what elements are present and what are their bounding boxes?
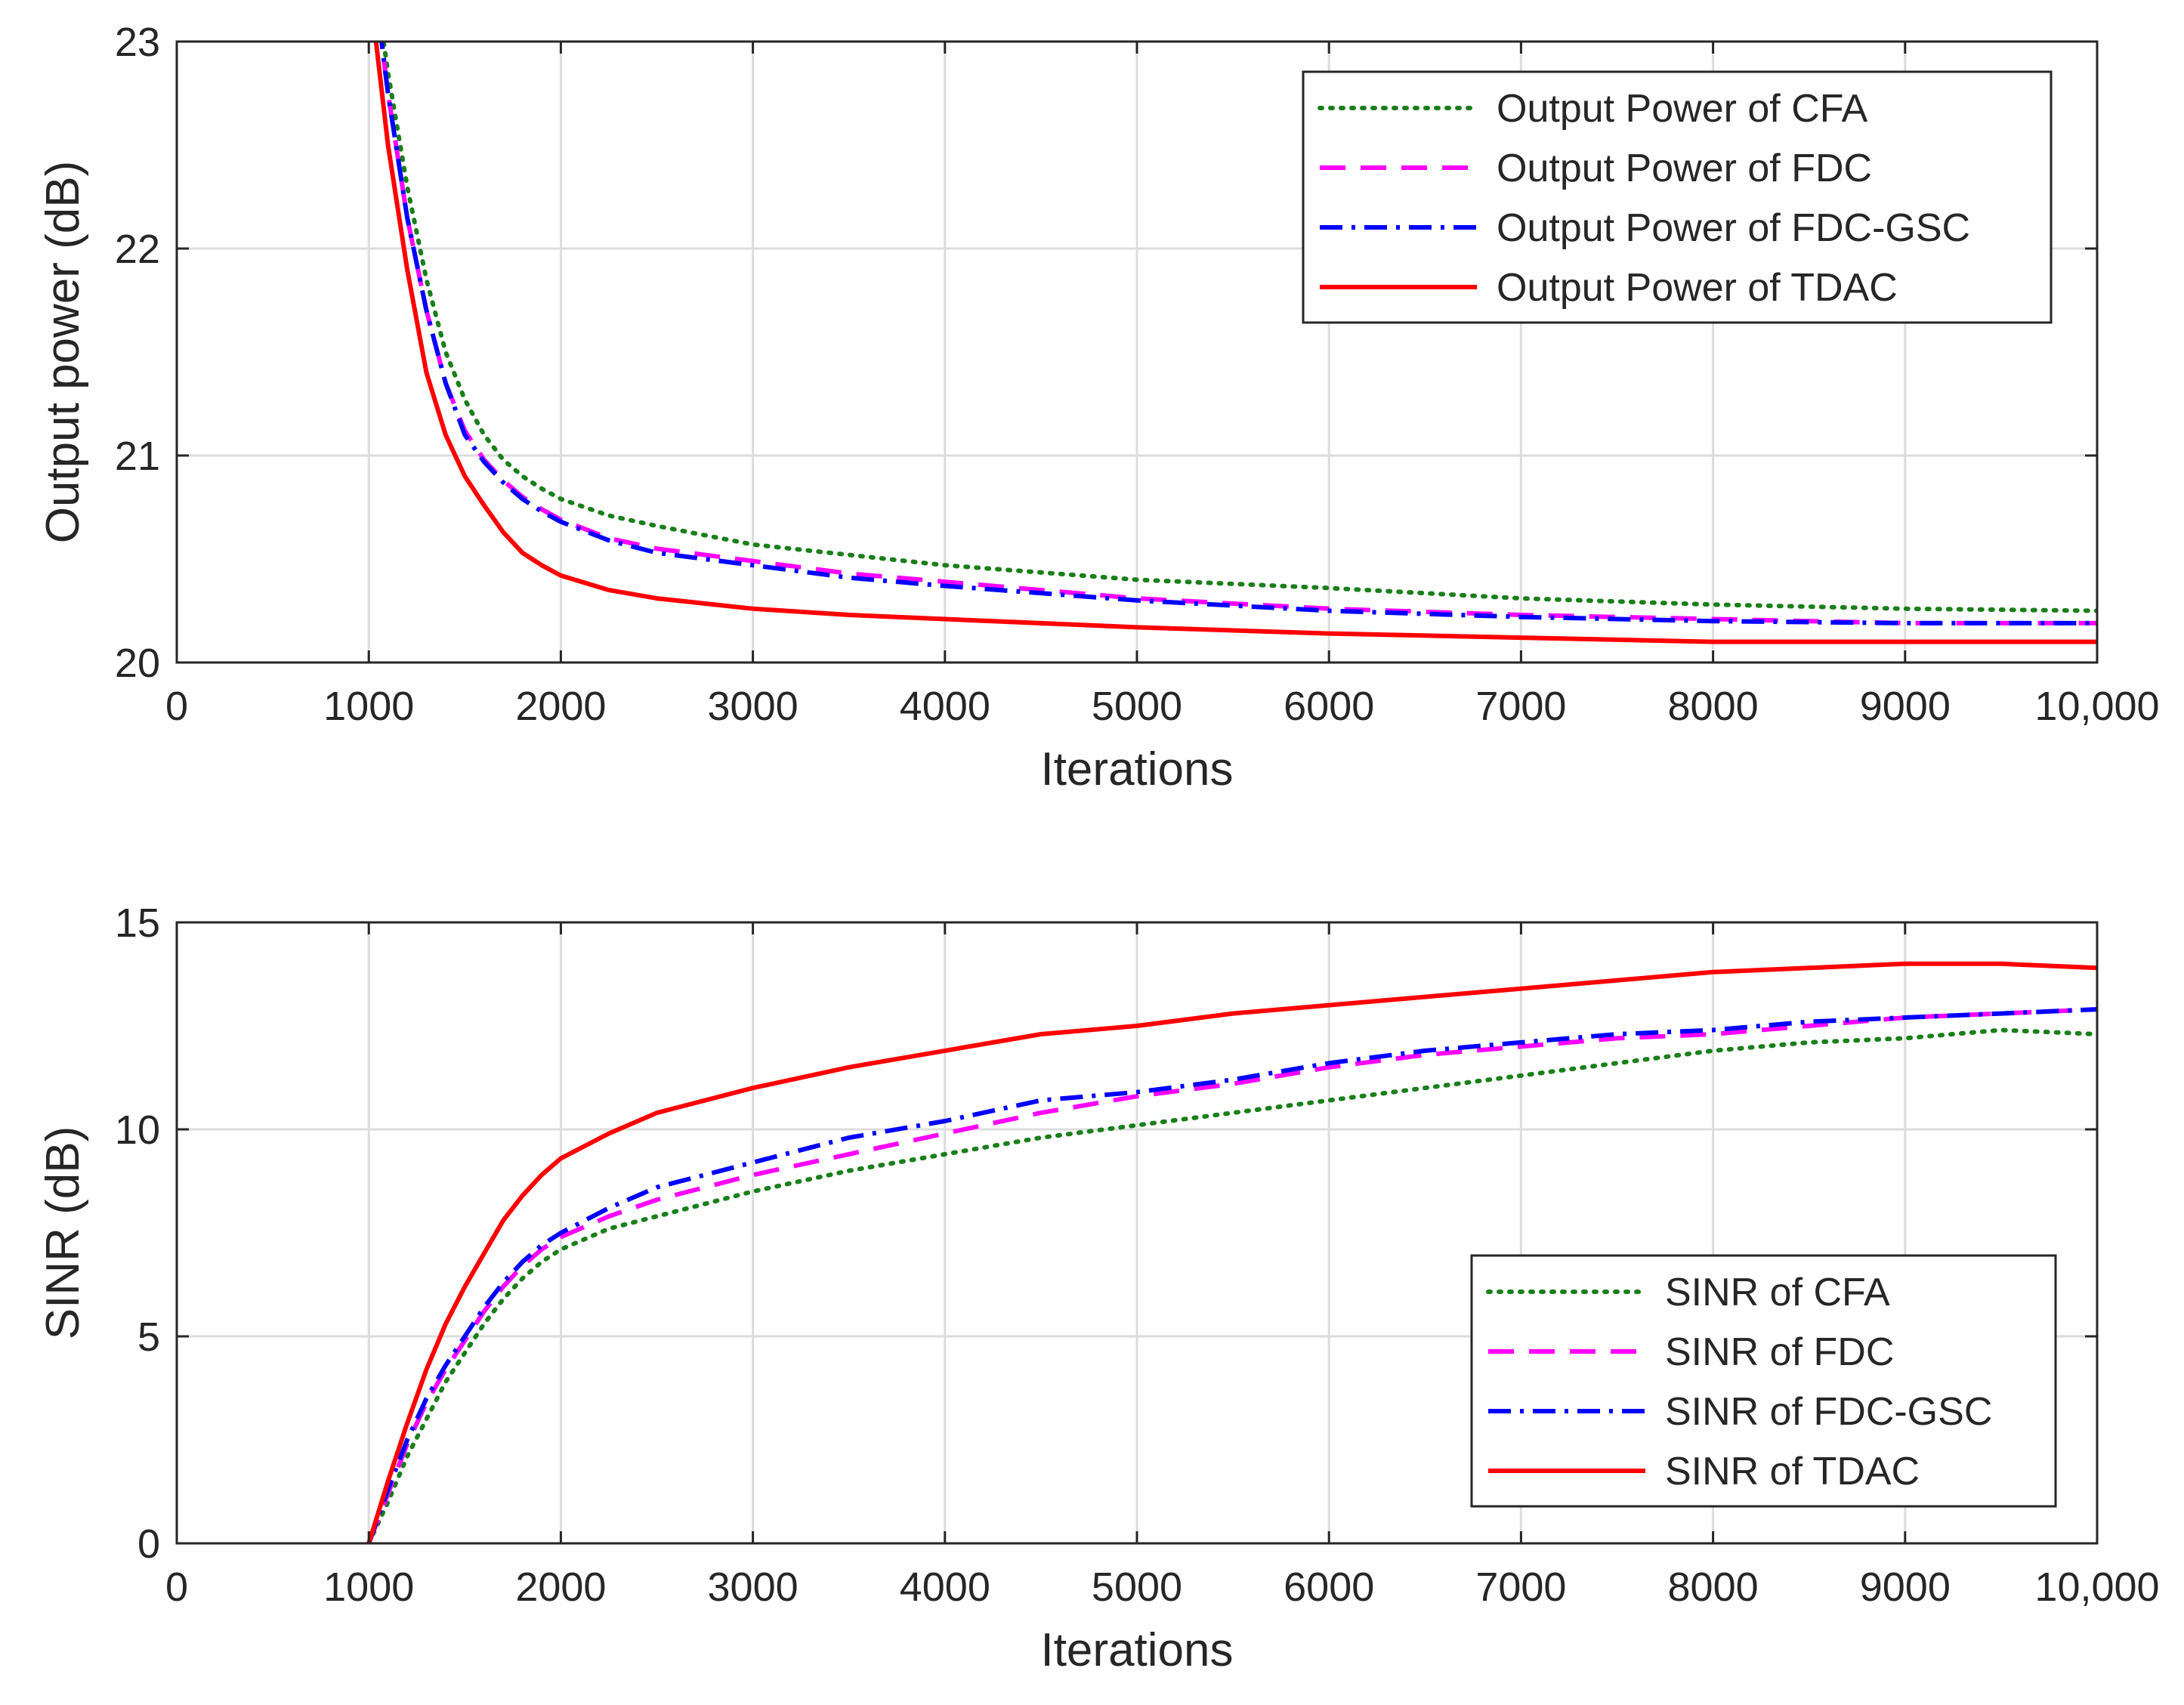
x-tick-label: 0	[165, 684, 188, 729]
series-line-3	[366, 1007, 2097, 1543]
series-line-3	[379, 42, 2097, 625]
legend-label: Output Power of TDAC	[1497, 266, 1898, 310]
series-line-1	[381, 42, 2097, 613]
x-tick-label: 8000	[1668, 1564, 1759, 1610]
legend-label: SINR of FDC-GSC	[1665, 1390, 1992, 1434]
series-line-4	[373, 42, 2097, 644]
y-axis-label: Output power (dB)	[37, 161, 89, 544]
legend-box	[1302, 70, 2053, 324]
x-tick-label: 1000	[323, 1564, 414, 1610]
x-tick-label: 5000	[1092, 684, 1182, 729]
legend-label: Output Power of CFA	[1497, 87, 1868, 131]
x-axis-label: Iterations	[1040, 1624, 1233, 1676]
x-tick-label: 9000	[1860, 1564, 1951, 1610]
series-line-4	[366, 961, 2097, 1543]
series-line-1	[366, 1027, 2097, 1543]
x-tick-label: 3000	[708, 1564, 799, 1610]
x-tick-label: 1000	[323, 684, 414, 729]
x-tick-label: 4000	[900, 684, 990, 729]
legend-label: SINR of CFA	[1665, 1271, 1890, 1314]
x-tick-label: 4000	[900, 1564, 990, 1610]
y-tick-label: 20	[115, 641, 160, 686]
legend-label: SINR of TDAC	[1665, 1450, 1920, 1493]
y-tick-label: 15	[115, 900, 160, 946]
x-tick-label: 6000	[1284, 1564, 1374, 1610]
chart-panel-1: 0 1000 2000 3000 4000 5000 6000 7000 8000 9000 10,…	[37, 20, 2160, 795]
legend-label: Output Power of FDC	[1497, 147, 1872, 190]
legend-label: SINR of FDC	[1665, 1330, 1894, 1374]
x-tick-label: 2000	[515, 1564, 606, 1610]
chart-panel-2: 0 1000 2000 3000 4000 5000 6000 7000 8000 9000 10,…	[37, 900, 2160, 1676]
legend-label: Output Power of FDC-GSC	[1497, 206, 1970, 250]
legend-box	[1470, 1254, 2057, 1508]
series-group	[373, 42, 2097, 644]
x-tick-label: 10,000	[2034, 684, 2159, 729]
x-tick-label: 7000	[1475, 684, 1566, 729]
x-tick-label: 10,000	[2034, 1564, 2159, 1610]
y-tick-label: 10	[115, 1107, 160, 1153]
x-tick-label: 5000	[1092, 1564, 1182, 1610]
y-axis-label: SINR (dB)	[37, 1126, 89, 1339]
y-tick-label: 0	[137, 1521, 160, 1567]
y-tick-label: 5	[137, 1314, 160, 1360]
x-tick-label: 8000	[1668, 684, 1759, 729]
legend: Output Power of CFA Output Power of FDC Ou…	[1302, 70, 2053, 324]
legend: SINR of CFA SINR of FDC SINR of FDC-GSC SIN…	[1470, 1254, 2057, 1508]
series-group	[366, 961, 2097, 1543]
x-tick-label: 6000	[1284, 684, 1374, 729]
x-axis-label: Iterations	[1040, 743, 1233, 795]
x-tick-label: 7000	[1475, 1564, 1566, 1610]
y-tick-label: 22	[115, 227, 160, 272]
y-tick-label: 23	[115, 20, 160, 65]
x-tick-label: 0	[165, 1564, 188, 1610]
x-tick-label: 9000	[1860, 684, 1951, 729]
series-line-2	[366, 1007, 2097, 1543]
x-tick-label: 3000	[708, 684, 799, 729]
x-tick-label: 2000	[515, 684, 606, 729]
y-tick-label: 21	[115, 434, 160, 479]
